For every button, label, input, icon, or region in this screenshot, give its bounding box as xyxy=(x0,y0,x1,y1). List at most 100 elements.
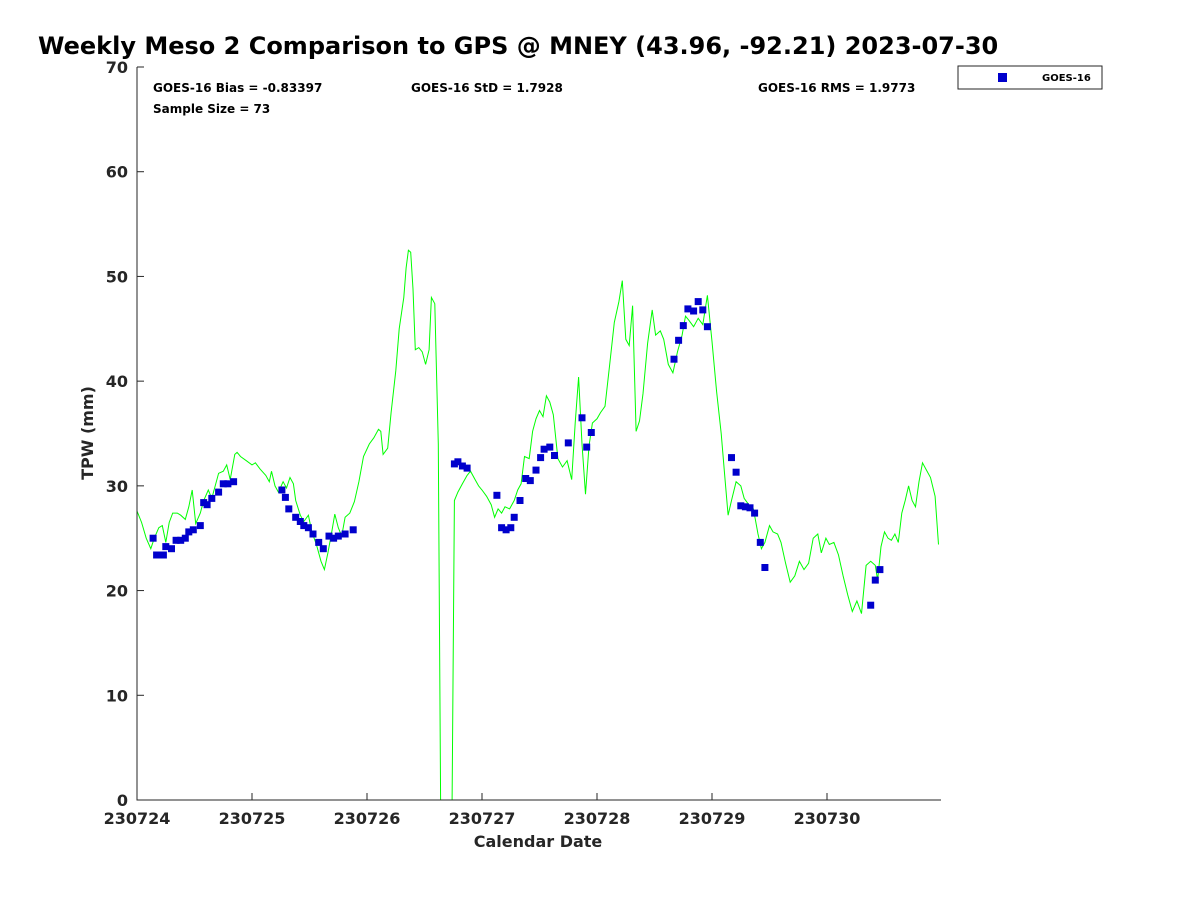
goes-point xyxy=(699,306,707,314)
goes-point xyxy=(741,503,749,511)
x-tick-label: 230728 xyxy=(564,809,631,828)
goes-series xyxy=(149,298,884,609)
goes-point xyxy=(746,504,754,512)
x-tick-label: 230725 xyxy=(219,809,286,828)
goes-point xyxy=(162,543,170,551)
goes-point xyxy=(540,445,548,453)
goes-point xyxy=(341,530,349,538)
y-axis-label: TPW (mm) xyxy=(78,386,97,480)
goes-point xyxy=(334,532,342,540)
x-tick-label: 230727 xyxy=(449,809,516,828)
goes-point xyxy=(463,464,471,472)
goes-point xyxy=(564,439,572,447)
stat-bias: GOES-16 Bias = -0.83397 xyxy=(153,81,322,95)
goes-point xyxy=(325,532,333,540)
goes-point xyxy=(203,501,211,509)
goes-point xyxy=(728,454,735,462)
goes-point xyxy=(177,536,185,544)
goes-point xyxy=(458,462,466,470)
y-tick-label: 20 xyxy=(106,582,128,601)
y-tick-label: 60 xyxy=(106,163,128,182)
goes-point xyxy=(703,323,711,331)
goes-point xyxy=(189,526,197,534)
goes-point xyxy=(292,513,300,521)
chart-title: Weekly Meso 2 Comparison to GPS @ MNEY (… xyxy=(38,32,998,60)
y-axis-ticks: 0 10 20 30 40 50 60 70 xyxy=(106,58,144,810)
goes-point xyxy=(532,466,540,474)
goes-point xyxy=(278,486,286,494)
goes-point xyxy=(185,528,193,536)
stat-sample-size: Sample Size = 73 xyxy=(153,102,270,116)
legend-label: GOES-16 xyxy=(1042,73,1091,84)
x-axis-label: Calendar Date xyxy=(474,832,603,851)
gps-series xyxy=(136,249,939,801)
goes-point xyxy=(876,566,884,574)
goes-point xyxy=(756,538,764,546)
goes-point xyxy=(578,414,586,422)
goes-point xyxy=(867,601,875,609)
goes-point xyxy=(208,494,216,502)
y-tick-label: 30 xyxy=(106,477,128,496)
goes-point xyxy=(215,488,223,496)
x-tick-label: 230724 xyxy=(104,809,171,828)
legend-box xyxy=(957,65,1103,90)
goes-point xyxy=(330,534,338,542)
goes-point xyxy=(493,491,501,499)
goes-point xyxy=(296,518,304,525)
goes-point xyxy=(319,545,327,553)
goes-point xyxy=(546,443,554,451)
goes-point xyxy=(315,538,323,546)
goes-point xyxy=(507,524,515,532)
x-tick-label: 230729 xyxy=(679,809,746,828)
goes-point xyxy=(679,322,687,330)
goes-point xyxy=(522,475,530,482)
goes-point xyxy=(304,524,312,532)
goes-point xyxy=(454,458,462,466)
goes-point xyxy=(510,513,518,521)
goes-point xyxy=(732,468,740,476)
y-tick-label: 0 xyxy=(117,791,128,810)
legend-marker xyxy=(998,73,1007,82)
goes-point xyxy=(751,509,759,517)
goes-point xyxy=(172,536,180,544)
goes-point xyxy=(281,493,289,501)
goes-point xyxy=(526,477,534,485)
goes-point xyxy=(675,336,683,344)
goes-point xyxy=(537,454,545,462)
goes-point xyxy=(737,502,745,510)
goes-point xyxy=(761,564,769,571)
goes-point xyxy=(285,505,293,513)
stat-std: GOES-16 StD = 1.7928 xyxy=(411,81,563,95)
y-tick-label: 40 xyxy=(106,372,128,391)
goes-point xyxy=(181,534,189,542)
goes-point xyxy=(349,526,357,534)
goes-point xyxy=(694,298,702,306)
goes-point xyxy=(684,305,692,313)
goes-point xyxy=(159,551,167,559)
x-axis-ticks: 230724 230725 230726 230727 230728 230729 2307… xyxy=(104,793,860,828)
goes-point xyxy=(149,534,157,542)
plot-area: 0 10 20 30 40 50 60 70 230724 230725 230726 230727… xyxy=(104,58,941,828)
goes-point xyxy=(690,307,698,315)
y-tick-label: 70 xyxy=(106,58,128,77)
goes-point xyxy=(871,576,879,584)
goes-point xyxy=(502,526,510,534)
goes-point xyxy=(300,522,308,530)
goes-point xyxy=(516,497,524,504)
y-tick-label: 10 xyxy=(106,686,128,705)
x-tick-label: 230726 xyxy=(334,809,401,828)
goes-point xyxy=(196,522,204,530)
goes-point xyxy=(219,480,227,488)
goes-point xyxy=(498,524,506,532)
goes-point xyxy=(583,443,591,451)
goes-point xyxy=(168,545,175,553)
goes-point xyxy=(587,429,595,436)
goes-point xyxy=(153,551,161,559)
goes-point xyxy=(224,480,232,488)
gps-line xyxy=(136,249,939,801)
stat-rms: GOES-16 RMS = 1.9773 xyxy=(758,81,915,95)
y-tick-label: 50 xyxy=(106,267,128,286)
legend: GOES-16 xyxy=(957,65,1103,90)
